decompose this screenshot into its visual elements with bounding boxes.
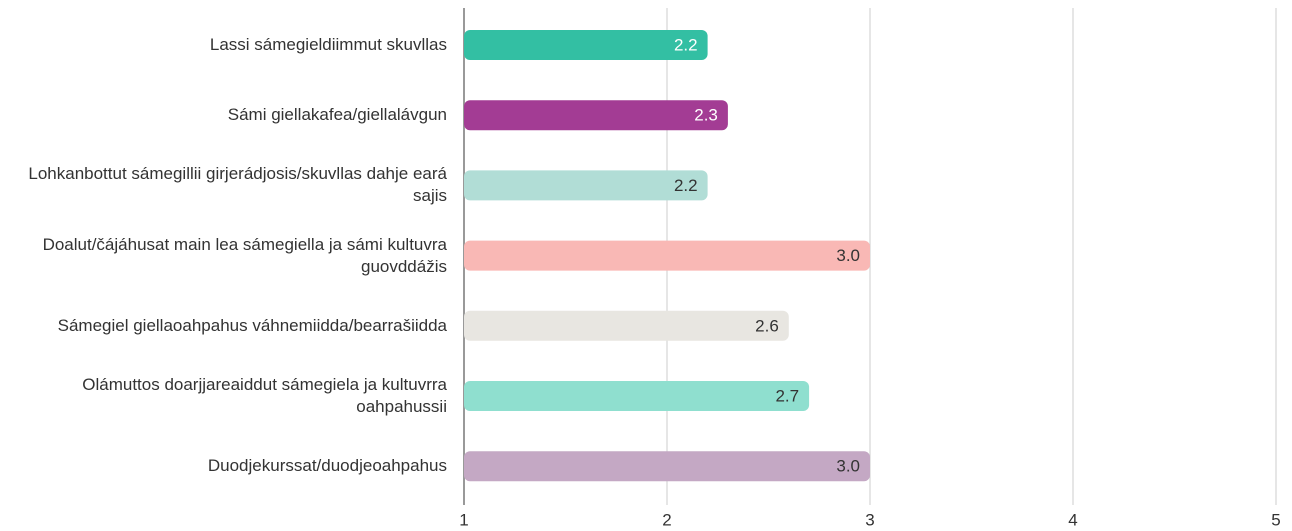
bar (464, 451, 870, 482)
y-tick-label: Olámuttos doarjjareaiddut sámegiela ja k… (82, 375, 447, 416)
x-tick-label: 1 (459, 510, 468, 529)
bar (464, 100, 728, 131)
value-label: 2.7 (775, 386, 799, 405)
value-label: 2.2 (674, 35, 698, 54)
bar (464, 310, 789, 341)
y-tick-label-box: Olámuttos doarjjareaiddut sámegiela ja k… (0, 366, 447, 426)
y-tick-label-box: Sámegiel giellaoahpahus váhnemiidda/bear… (0, 296, 447, 356)
bar (464, 240, 870, 271)
x-tick-label: 5 (1271, 510, 1280, 529)
bar (464, 170, 708, 201)
y-tick-label: Doalut/čájáhusat main lea sámegiella ja … (42, 234, 447, 276)
x-tick-label: 4 (1068, 510, 1077, 529)
y-tick-label-box: Lohkanbottut sámegillii girjerádjosis/sk… (0, 155, 447, 215)
value-label: 2.2 (674, 176, 698, 195)
bar (464, 381, 810, 411)
y-tick-label-box: Sámi giellakafea/giellalávgun (0, 85, 447, 145)
value-label: 2.6 (755, 316, 779, 335)
value-label: 3.0 (836, 246, 860, 265)
y-tick-label-box: Lassi sámegieldiimmut skuvllas (0, 15, 447, 75)
value-label: 2.3 (694, 106, 718, 125)
bar (464, 30, 708, 60)
x-tick-label: 2 (662, 510, 671, 529)
y-tick-label-box: Duodjekurssat/duodjeoahpahus (0, 436, 447, 496)
value-label: 3.0 (836, 457, 860, 476)
y-tick-label: Duodjekurssat/duodjeoahpahus (207, 456, 447, 476)
y-tick-label: Sámi giellakafea/giellalávgun (227, 105, 447, 125)
y-tick-label: Sámegiel giellaoahpahus váhnemiidda/bear… (57, 315, 447, 335)
y-tick-label: Lassi sámegieldiimmut skuvllas (209, 35, 447, 54)
y-tick-label: Lohkanbottut sámegillii girjerádjosis/sk… (28, 164, 447, 206)
x-tick-label: 3 (865, 510, 874, 529)
y-tick-label-box: Doalut/čájáhusat main lea sámegiella ja … (0, 226, 447, 286)
